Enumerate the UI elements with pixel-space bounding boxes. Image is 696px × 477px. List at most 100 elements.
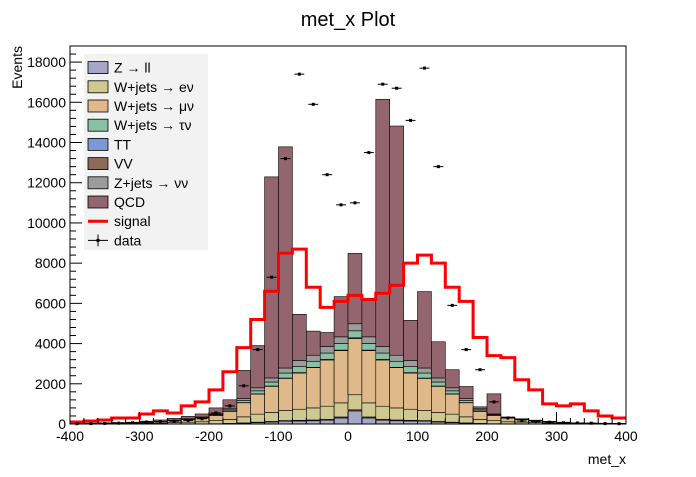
stack-bar [418, 368, 432, 373]
y-tick-label: 8000 [35, 255, 66, 271]
stack-bar [251, 391, 265, 394]
y-tick-label: 10000 [27, 215, 66, 231]
x-tick-label: -300 [125, 428, 153, 444]
stack-bar [404, 367, 418, 373]
stack-bar [487, 394, 501, 414]
stack-bar [292, 367, 306, 373]
stack-bar [348, 253, 362, 323]
stack-bar [265, 386, 279, 412]
stack-bar [237, 401, 251, 403]
stack-bar [376, 420, 390, 424]
stack-bar [279, 368, 293, 373]
stack-bar [431, 382, 445, 386]
stack-bar [418, 292, 432, 368]
stack-bar [431, 342, 445, 378]
stack-bar [404, 409, 418, 420]
stack-bar [445, 370, 459, 388]
stack-bar [320, 353, 334, 359]
stack-bar [418, 373, 432, 378]
legend-label: VV [114, 156, 133, 172]
stack-bar [334, 418, 348, 424]
legend-entry: W+jets → eν [88, 79, 194, 95]
stack-bar [209, 421, 223, 424]
stack-bar [223, 419, 237, 423]
y-tick-label: 18000 [27, 54, 66, 70]
y-tick-label: 4000 [35, 336, 66, 352]
stack-bar [362, 351, 376, 403]
stack-bar [459, 417, 473, 423]
y-tick-label: 2000 [35, 376, 66, 392]
x-tick-label: 200 [475, 428, 499, 444]
stack-bar [445, 388, 459, 391]
stack-bar [348, 338, 362, 394]
x-tick-label: -100 [264, 428, 292, 444]
stack-bar [195, 414, 209, 417]
legend-entry: Z → ll [88, 60, 151, 76]
stack-bar [390, 361, 404, 367]
y-tick-label: 16000 [27, 94, 66, 110]
stack-bar [265, 412, 279, 421]
x-tick-label: -200 [195, 428, 223, 444]
stack-bar [334, 337, 348, 344]
stack-bar [251, 394, 265, 414]
legend-swatch [88, 62, 108, 74]
stack-bar [459, 387, 473, 399]
stack-bar [473, 407, 487, 409]
stack-bar [431, 378, 445, 382]
stack-bar [445, 391, 459, 394]
legend-swatch [88, 119, 108, 131]
legend-label: signal [114, 213, 151, 229]
stack-bar [237, 417, 251, 423]
stack-bar [334, 403, 348, 417]
stack-bar [292, 361, 306, 367]
legend-label: TT [114, 136, 132, 152]
stack-bar [223, 411, 237, 419]
stack-bar [279, 147, 293, 368]
y-axis-label: Events [9, 46, 25, 89]
stack-bar [306, 408, 320, 420]
stack-bar [279, 411, 293, 421]
stack-bar [376, 353, 390, 359]
stack-bar [390, 355, 404, 361]
stack-bar [265, 382, 279, 386]
stack-bar [237, 403, 251, 417]
stack-bar [431, 412, 445, 421]
stack-bar [334, 343, 348, 350]
x-axis-label: met_x [588, 451, 626, 467]
legend-label: W+jets → eν [114, 79, 194, 95]
stack-bar [265, 378, 279, 382]
stack-bar [404, 373, 418, 409]
stack-bar [348, 395, 362, 410]
stack-bar [390, 408, 404, 420]
stack-bar [404, 361, 418, 367]
stack-bar [362, 337, 376, 344]
stack-bar [376, 360, 390, 406]
stack-bar [362, 343, 376, 350]
stack-bar [320, 360, 334, 406]
stack-bar [445, 394, 459, 414]
stack-bar [473, 411, 487, 419]
stack-bar [348, 331, 362, 338]
stack-bar [306, 368, 320, 408]
legend-swatch [88, 100, 108, 112]
x-tick-label: 0 [344, 428, 352, 444]
stack-bar [209, 416, 223, 421]
legend-label: Z+jets → νν [114, 175, 188, 191]
stack-bar [181, 416, 195, 418]
stack-bar [348, 324, 362, 331]
chart-title: met_x Plot [301, 9, 396, 31]
legend-entry: W+jets → μν [88, 98, 194, 114]
legend-entry: QCD [88, 194, 145, 210]
stack-bar [404, 320, 418, 360]
legend-entry: Z+jets → νν [88, 175, 188, 191]
legend-swatch [88, 177, 108, 189]
stack-bar [334, 351, 348, 403]
stack-bar [418, 411, 432, 421]
stack-bar [445, 414, 459, 422]
stack-bar [376, 347, 390, 353]
stack-bar [459, 399, 473, 401]
y-tick-label: 14000 [27, 135, 66, 151]
stack-bar [362, 418, 376, 424]
legend-swatch [88, 81, 108, 93]
x-tick-label: 300 [545, 428, 569, 444]
